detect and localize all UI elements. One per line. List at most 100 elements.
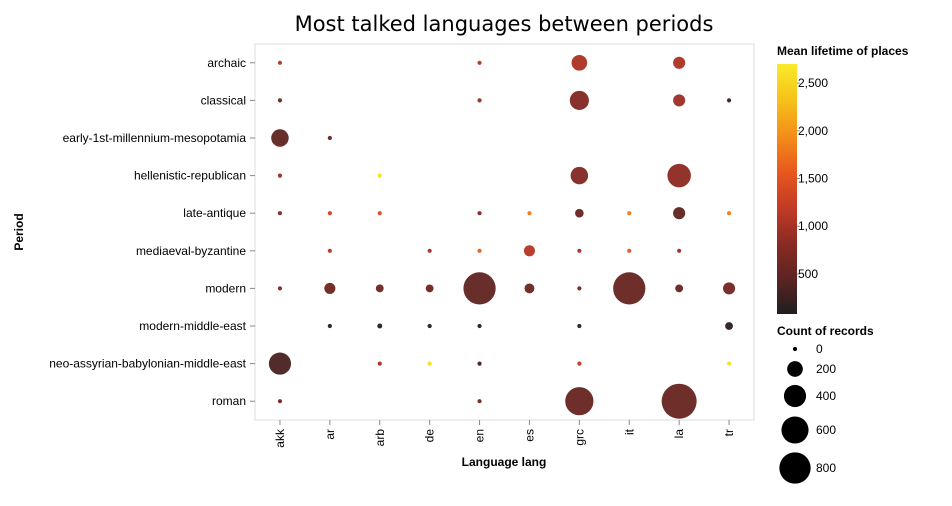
data-point [427, 323, 432, 329]
data-point [673, 94, 686, 107]
color-legend-label: 500 [798, 267, 818, 281]
y-tick-label: mediaeval-byzantine [136, 244, 246, 258]
size-legend-label: 600 [816, 423, 836, 437]
color-legend-label: 1,000 [798, 219, 828, 233]
x-tick-label: en [473, 429, 487, 442]
data-point [477, 361, 482, 366]
chart-title: Most talked languages between periods [295, 12, 714, 36]
y-tick-label: modern [205, 281, 246, 295]
data-points [268, 54, 736, 419]
x-tick-label: ar [323, 429, 337, 440]
data-point [377, 173, 382, 178]
data-point [477, 211, 482, 216]
data-point [577, 323, 582, 329]
data-point [726, 211, 732, 216]
data-point [327, 248, 332, 253]
y-axis: archaic classical early-1st-millennium-mes… [49, 56, 255, 408]
y-tick-label: modern-middle-east [139, 319, 246, 333]
y-tick-label: roman [212, 394, 246, 408]
data-point [277, 173, 283, 178]
data-point [477, 399, 482, 404]
plot-frame [254, 43, 755, 421]
x-tick-label: grc [572, 429, 586, 446]
data-point [277, 98, 283, 103]
data-point [523, 245, 535, 257]
size-legend-title: Count of records [777, 324, 874, 338]
data-point [726, 98, 732, 103]
x-tick-label: de [423, 429, 437, 443]
data-point [575, 208, 584, 218]
data-point [477, 248, 482, 253]
x-tick-label: arb [373, 429, 387, 447]
y-tick-label: late-antique [183, 206, 246, 220]
data-point [427, 361, 432, 366]
x-tick-label: akk [273, 428, 287, 448]
data-point [427, 248, 432, 253]
size-legend-label: 200 [816, 362, 836, 376]
y-tick-label: classical [201, 93, 246, 107]
y-tick-label: hellenistic-republican [134, 169, 246, 183]
data-point [677, 248, 682, 253]
x-tick-label: es [522, 429, 536, 442]
data-point [277, 286, 283, 291]
data-point [324, 282, 336, 294]
data-point [570, 166, 589, 185]
color-legend: Mean lifetime of places 500 1,000 1,500 2,0… [777, 44, 909, 314]
x-tick-label: tr [722, 429, 736, 436]
data-point [627, 248, 632, 253]
x-tick-label: la [672, 429, 686, 439]
data-point [425, 284, 434, 293]
data-point [577, 286, 582, 291]
size-legend-symbol [779, 452, 811, 484]
data-point [477, 323, 482, 329]
data-point [571, 54, 588, 71]
color-legend-gradient [777, 64, 797, 314]
data-point [477, 98, 482, 103]
data-point [377, 211, 382, 216]
y-axis-title: Period [12, 213, 26, 250]
size-legend-label: 400 [816, 389, 836, 403]
data-point [463, 272, 496, 305]
data-point [661, 383, 697, 419]
data-point [565, 387, 594, 416]
data-point [725, 322, 733, 330]
data-point [667, 163, 691, 188]
data-point [577, 361, 582, 366]
data-point [524, 283, 535, 294]
size-legend-symbol [781, 416, 809, 444]
x-axis-title: Language lang [462, 455, 547, 469]
data-point [327, 135, 332, 141]
data-point [477, 60, 482, 65]
data-point [577, 248, 582, 253]
data-point [673, 56, 686, 69]
y-tick-label: neo-assyrian-babylonian-middle-east [49, 357, 246, 371]
color-legend-label: 1,500 [798, 172, 828, 186]
data-point [527, 211, 532, 216]
data-point [627, 211, 632, 216]
plot-area: archaic classical early-1st-millennium-mes… [49, 43, 755, 448]
data-point [277, 211, 283, 216]
data-point [327, 211, 332, 216]
size-legend-symbol [783, 384, 807, 408]
data-point [722, 282, 736, 295]
data-point [726, 361, 732, 366]
x-tick-label: it [622, 428, 636, 435]
data-point [569, 90, 589, 110]
data-point [377, 323, 383, 329]
color-legend-title: Mean lifetime of places [777, 44, 909, 58]
size-legend-label: 800 [816, 461, 836, 475]
y-tick-label: early-1st-millennium-mesopotamia [63, 131, 247, 145]
y-tick-label: archaic [207, 56, 246, 70]
size-legend-symbol [792, 346, 798, 352]
data-point [675, 284, 684, 293]
size-legend-label: 0 [816, 342, 823, 356]
data-point [277, 399, 283, 404]
color-legend-label: 2,500 [798, 76, 828, 90]
data-point [377, 361, 382, 366]
data-point [613, 272, 646, 305]
data-point [268, 352, 292, 375]
size-legend: Count of records 0 200 400 600 800 [777, 324, 874, 484]
size-legend-symbol [787, 361, 803, 377]
data-point [327, 323, 332, 329]
